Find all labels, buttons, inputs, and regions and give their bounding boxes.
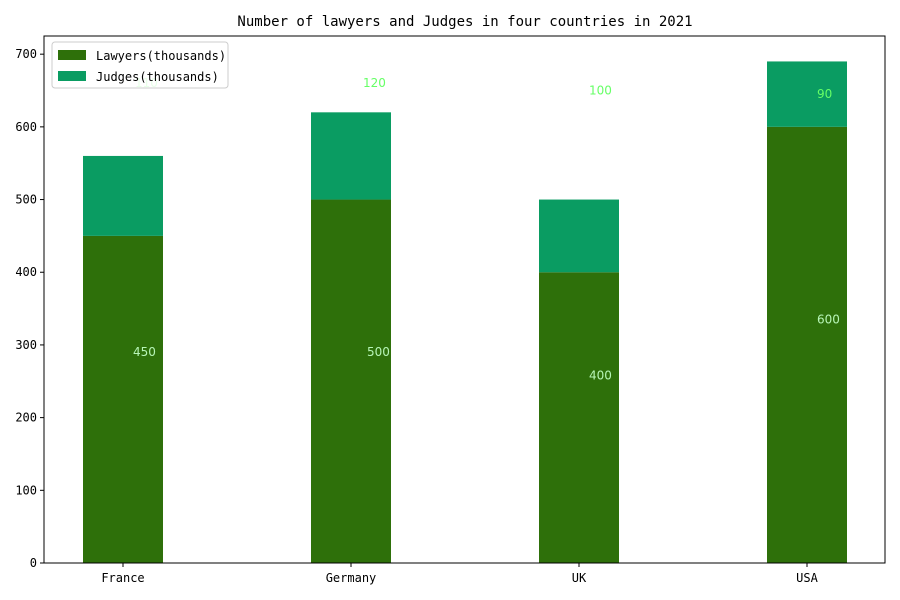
plot-frame xyxy=(43,35,886,564)
y-tick-label: 400 xyxy=(15,265,37,279)
y-tick-label: 200 xyxy=(15,411,37,425)
x-tick-label: UK xyxy=(572,571,587,585)
axes-layer: 0 100 200 300 400 500 600 700 France Germany UK USA xyxy=(15,35,886,585)
value-label-judges-uk: 100 xyxy=(589,84,612,98)
legend-label-lawyers: Lawyers(thousands) xyxy=(96,49,226,63)
value-label-lawyers-germany: 500 xyxy=(367,345,390,359)
x-tick-label: USA xyxy=(796,571,818,585)
legend-label-judges: Judges(thousands) xyxy=(96,70,219,84)
bar-judges-uk xyxy=(539,199,619,273)
value-labels-layer: 45050040060011012010090 xyxy=(133,76,840,382)
bars-layer xyxy=(83,61,847,564)
y-tick-label: 700 xyxy=(15,47,37,61)
value-label-judges-germany: 120 xyxy=(363,76,386,90)
y-tick-label: 600 xyxy=(15,120,37,134)
x-tick-label: Germany xyxy=(326,571,377,585)
value-label-judges-usa: 90 xyxy=(817,87,832,101)
value-label-lawyers-france: 450 xyxy=(133,345,156,359)
legend-swatch-lawyers xyxy=(58,50,86,60)
legend-swatch-judges xyxy=(58,71,86,81)
y-tick-label: 500 xyxy=(15,193,37,207)
bar-lawyers-usa xyxy=(767,126,847,564)
legend: Lawyers(thousands) Judges(thousands) xyxy=(51,41,229,89)
bar-lawyers-germany xyxy=(311,199,391,563)
chart-title: Number of lawyers and Judges in four cou… xyxy=(237,14,692,30)
y-tick-label: 100 xyxy=(15,483,37,497)
legend-box xyxy=(51,41,229,89)
bar-lawyers-uk xyxy=(539,272,619,563)
bar-judges-usa xyxy=(767,61,847,127)
y-tick-label: 300 xyxy=(15,338,37,352)
bar-lawyers-france xyxy=(83,235,163,563)
bar-judges-france xyxy=(83,155,163,236)
value-label-lawyers-usa: 600 xyxy=(817,312,840,326)
y-tick-label: 0 xyxy=(30,556,37,570)
value-label-lawyers-uk: 400 xyxy=(589,368,612,382)
x-tick-label: France xyxy=(101,571,144,585)
bar-judges-germany xyxy=(311,112,391,200)
